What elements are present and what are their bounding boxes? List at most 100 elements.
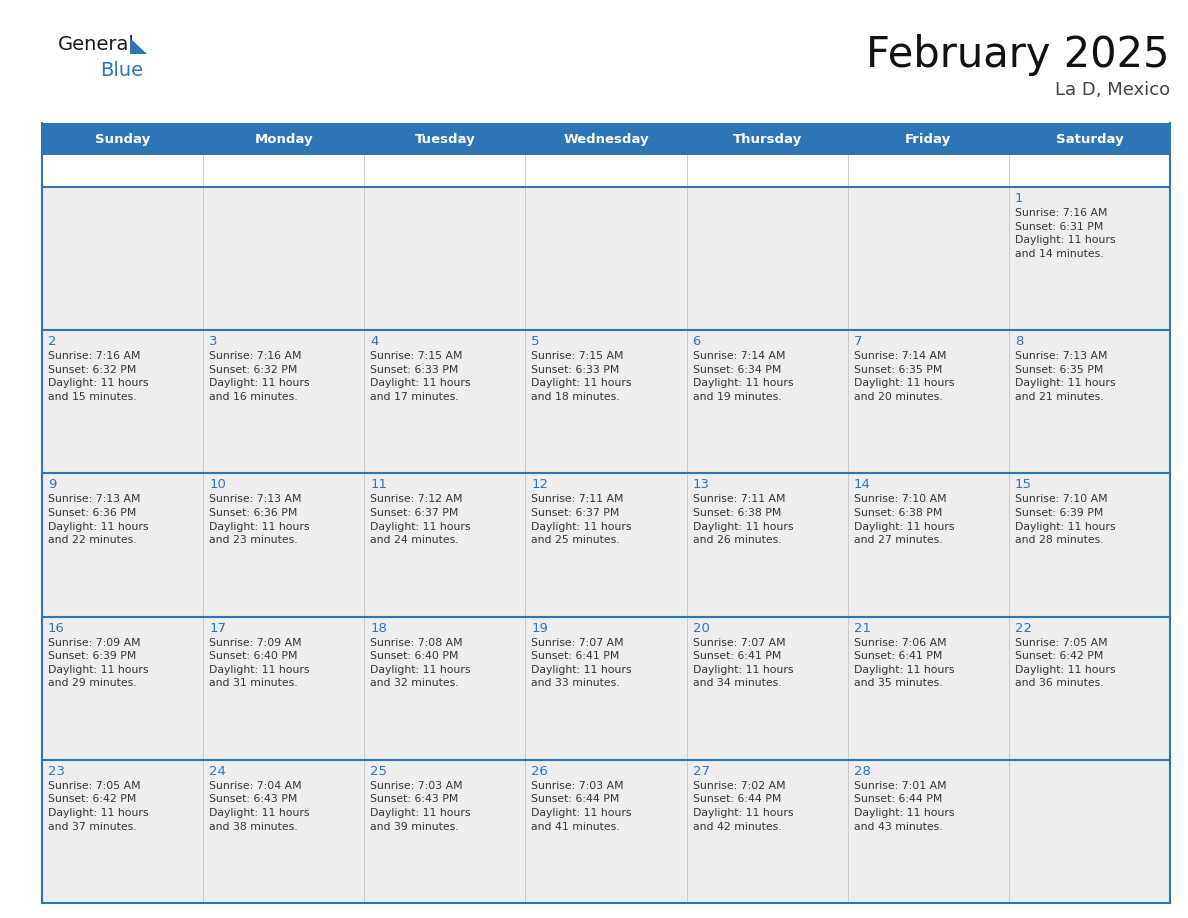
Text: 21: 21 <box>854 621 871 634</box>
Text: Monday: Monday <box>254 132 312 145</box>
Text: 3: 3 <box>209 335 217 348</box>
Text: Sunrise: 7:11 AM
Sunset: 6:37 PM
Daylight: 11 hours
and 25 minutes.: Sunrise: 7:11 AM Sunset: 6:37 PM Dayligh… <box>531 495 632 545</box>
Bar <box>1009 617 1170 760</box>
Text: Sunrise: 7:03 AM
Sunset: 6:44 PM
Daylight: 11 hours
and 41 minutes.: Sunrise: 7:03 AM Sunset: 6:44 PM Dayligh… <box>531 781 632 832</box>
Text: Sunrise: 7:07 AM
Sunset: 6:41 PM
Daylight: 11 hours
and 33 minutes.: Sunrise: 7:07 AM Sunset: 6:41 PM Dayligh… <box>531 638 632 688</box>
Text: Tuesday: Tuesday <box>415 132 475 145</box>
Text: Sunday: Sunday <box>95 132 150 145</box>
Text: 1: 1 <box>1015 192 1023 205</box>
Bar <box>525 474 687 617</box>
Text: 8: 8 <box>1015 335 1023 348</box>
Bar <box>365 760 525 903</box>
Text: 19: 19 <box>531 621 549 634</box>
Text: 22: 22 <box>1015 621 1032 634</box>
Bar <box>203 187 365 330</box>
Bar <box>848 617 1009 760</box>
Text: Sunrise: 7:08 AM
Sunset: 6:40 PM
Daylight: 11 hours
and 32 minutes.: Sunrise: 7:08 AM Sunset: 6:40 PM Dayligh… <box>371 638 470 688</box>
Bar <box>1009 187 1170 330</box>
Text: Sunrise: 7:16 AM
Sunset: 6:32 PM
Daylight: 11 hours
and 16 minutes.: Sunrise: 7:16 AM Sunset: 6:32 PM Dayligh… <box>209 352 310 402</box>
Text: Sunrise: 7:06 AM
Sunset: 6:41 PM
Daylight: 11 hours
and 35 minutes.: Sunrise: 7:06 AM Sunset: 6:41 PM Dayligh… <box>854 638 954 688</box>
Text: 15: 15 <box>1015 478 1032 491</box>
Text: 2: 2 <box>48 335 57 348</box>
Bar <box>1009 474 1170 617</box>
Text: 9: 9 <box>48 478 56 491</box>
Bar <box>365 330 525 474</box>
Text: Sunrise: 7:13 AM
Sunset: 6:36 PM
Daylight: 11 hours
and 22 minutes.: Sunrise: 7:13 AM Sunset: 6:36 PM Dayligh… <box>48 495 148 545</box>
Text: Sunrise: 7:02 AM
Sunset: 6:44 PM
Daylight: 11 hours
and 42 minutes.: Sunrise: 7:02 AM Sunset: 6:44 PM Dayligh… <box>693 781 794 832</box>
Bar <box>42 760 203 903</box>
Text: February 2025: February 2025 <box>866 34 1170 76</box>
Text: Sunrise: 7:09 AM
Sunset: 6:39 PM
Daylight: 11 hours
and 29 minutes.: Sunrise: 7:09 AM Sunset: 6:39 PM Dayligh… <box>48 638 148 688</box>
Bar <box>42 330 203 474</box>
Text: 12: 12 <box>531 478 549 491</box>
Bar <box>687 187 848 330</box>
Text: Sunrise: 7:16 AM
Sunset: 6:32 PM
Daylight: 11 hours
and 15 minutes.: Sunrise: 7:16 AM Sunset: 6:32 PM Dayligh… <box>48 352 148 402</box>
Text: Sunrise: 7:14 AM
Sunset: 6:34 PM
Daylight: 11 hours
and 19 minutes.: Sunrise: 7:14 AM Sunset: 6:34 PM Dayligh… <box>693 352 794 402</box>
Text: 4: 4 <box>371 335 379 348</box>
Text: Sunrise: 7:01 AM
Sunset: 6:44 PM
Daylight: 11 hours
and 43 minutes.: Sunrise: 7:01 AM Sunset: 6:44 PM Dayligh… <box>854 781 954 832</box>
Bar <box>203 617 365 760</box>
Text: Sunrise: 7:10 AM
Sunset: 6:38 PM
Daylight: 11 hours
and 27 minutes.: Sunrise: 7:10 AM Sunset: 6:38 PM Dayligh… <box>854 495 954 545</box>
Bar <box>42 187 203 330</box>
Bar <box>525 617 687 760</box>
Bar <box>1009 760 1170 903</box>
Text: 17: 17 <box>209 621 226 634</box>
Text: Sunrise: 7:11 AM
Sunset: 6:38 PM
Daylight: 11 hours
and 26 minutes.: Sunrise: 7:11 AM Sunset: 6:38 PM Dayligh… <box>693 495 794 545</box>
Bar <box>1009 330 1170 474</box>
Text: Sunrise: 7:03 AM
Sunset: 6:43 PM
Daylight: 11 hours
and 39 minutes.: Sunrise: 7:03 AM Sunset: 6:43 PM Dayligh… <box>371 781 470 832</box>
Text: Sunrise: 7:07 AM
Sunset: 6:41 PM
Daylight: 11 hours
and 34 minutes.: Sunrise: 7:07 AM Sunset: 6:41 PM Dayligh… <box>693 638 794 688</box>
Bar <box>687 617 848 760</box>
Text: Sunrise: 7:15 AM
Sunset: 6:33 PM
Daylight: 11 hours
and 17 minutes.: Sunrise: 7:15 AM Sunset: 6:33 PM Dayligh… <box>371 352 470 402</box>
Text: Saturday: Saturday <box>1056 132 1124 145</box>
Bar <box>365 474 525 617</box>
Bar <box>525 760 687 903</box>
Text: 13: 13 <box>693 478 709 491</box>
Text: Sunrise: 7:14 AM
Sunset: 6:35 PM
Daylight: 11 hours
and 20 minutes.: Sunrise: 7:14 AM Sunset: 6:35 PM Dayligh… <box>854 352 954 402</box>
Text: 23: 23 <box>48 765 65 778</box>
Text: Sunrise: 7:15 AM
Sunset: 6:33 PM
Daylight: 11 hours
and 18 minutes.: Sunrise: 7:15 AM Sunset: 6:33 PM Dayligh… <box>531 352 632 402</box>
Bar <box>848 474 1009 617</box>
Text: 6: 6 <box>693 335 701 348</box>
Text: 11: 11 <box>371 478 387 491</box>
Text: Sunrise: 7:13 AM
Sunset: 6:36 PM
Daylight: 11 hours
and 23 minutes.: Sunrise: 7:13 AM Sunset: 6:36 PM Dayligh… <box>209 495 310 545</box>
Text: Sunrise: 7:16 AM
Sunset: 6:31 PM
Daylight: 11 hours
and 14 minutes.: Sunrise: 7:16 AM Sunset: 6:31 PM Dayligh… <box>1015 208 1116 259</box>
Text: Blue: Blue <box>100 61 143 80</box>
Bar <box>42 123 1170 155</box>
Bar <box>848 330 1009 474</box>
Text: 20: 20 <box>693 621 709 634</box>
Text: 16: 16 <box>48 621 65 634</box>
Bar <box>687 330 848 474</box>
Text: 28: 28 <box>854 765 871 778</box>
Text: 14: 14 <box>854 478 871 491</box>
Bar <box>203 474 365 617</box>
Bar <box>848 760 1009 903</box>
Bar <box>365 187 525 330</box>
Bar <box>203 330 365 474</box>
Polygon shape <box>129 38 147 54</box>
Text: 18: 18 <box>371 621 387 634</box>
Text: 5: 5 <box>531 335 539 348</box>
Bar <box>203 760 365 903</box>
Bar <box>365 617 525 760</box>
Bar <box>525 330 687 474</box>
Text: Sunrise: 7:09 AM
Sunset: 6:40 PM
Daylight: 11 hours
and 31 minutes.: Sunrise: 7:09 AM Sunset: 6:40 PM Dayligh… <box>209 638 310 688</box>
Text: Sunrise: 7:05 AM
Sunset: 6:42 PM
Daylight: 11 hours
and 37 minutes.: Sunrise: 7:05 AM Sunset: 6:42 PM Dayligh… <box>48 781 148 832</box>
Bar <box>687 474 848 617</box>
Text: 24: 24 <box>209 765 226 778</box>
Text: Sunrise: 7:12 AM
Sunset: 6:37 PM
Daylight: 11 hours
and 24 minutes.: Sunrise: 7:12 AM Sunset: 6:37 PM Dayligh… <box>371 495 470 545</box>
Bar <box>687 760 848 903</box>
Bar <box>42 474 203 617</box>
Text: Sunrise: 7:10 AM
Sunset: 6:39 PM
Daylight: 11 hours
and 28 minutes.: Sunrise: 7:10 AM Sunset: 6:39 PM Dayligh… <box>1015 495 1116 545</box>
Text: 10: 10 <box>209 478 226 491</box>
Text: General: General <box>58 35 135 53</box>
Text: Wednesday: Wednesday <box>563 132 649 145</box>
Bar <box>42 617 203 760</box>
Text: La D, Mexico: La D, Mexico <box>1055 81 1170 99</box>
Text: 25: 25 <box>371 765 387 778</box>
Text: Thursday: Thursday <box>733 132 802 145</box>
Text: 27: 27 <box>693 765 709 778</box>
Text: 26: 26 <box>531 765 549 778</box>
Bar <box>848 187 1009 330</box>
Text: Sunrise: 7:13 AM
Sunset: 6:35 PM
Daylight: 11 hours
and 21 minutes.: Sunrise: 7:13 AM Sunset: 6:35 PM Dayligh… <box>1015 352 1116 402</box>
Text: Friday: Friday <box>905 132 952 145</box>
